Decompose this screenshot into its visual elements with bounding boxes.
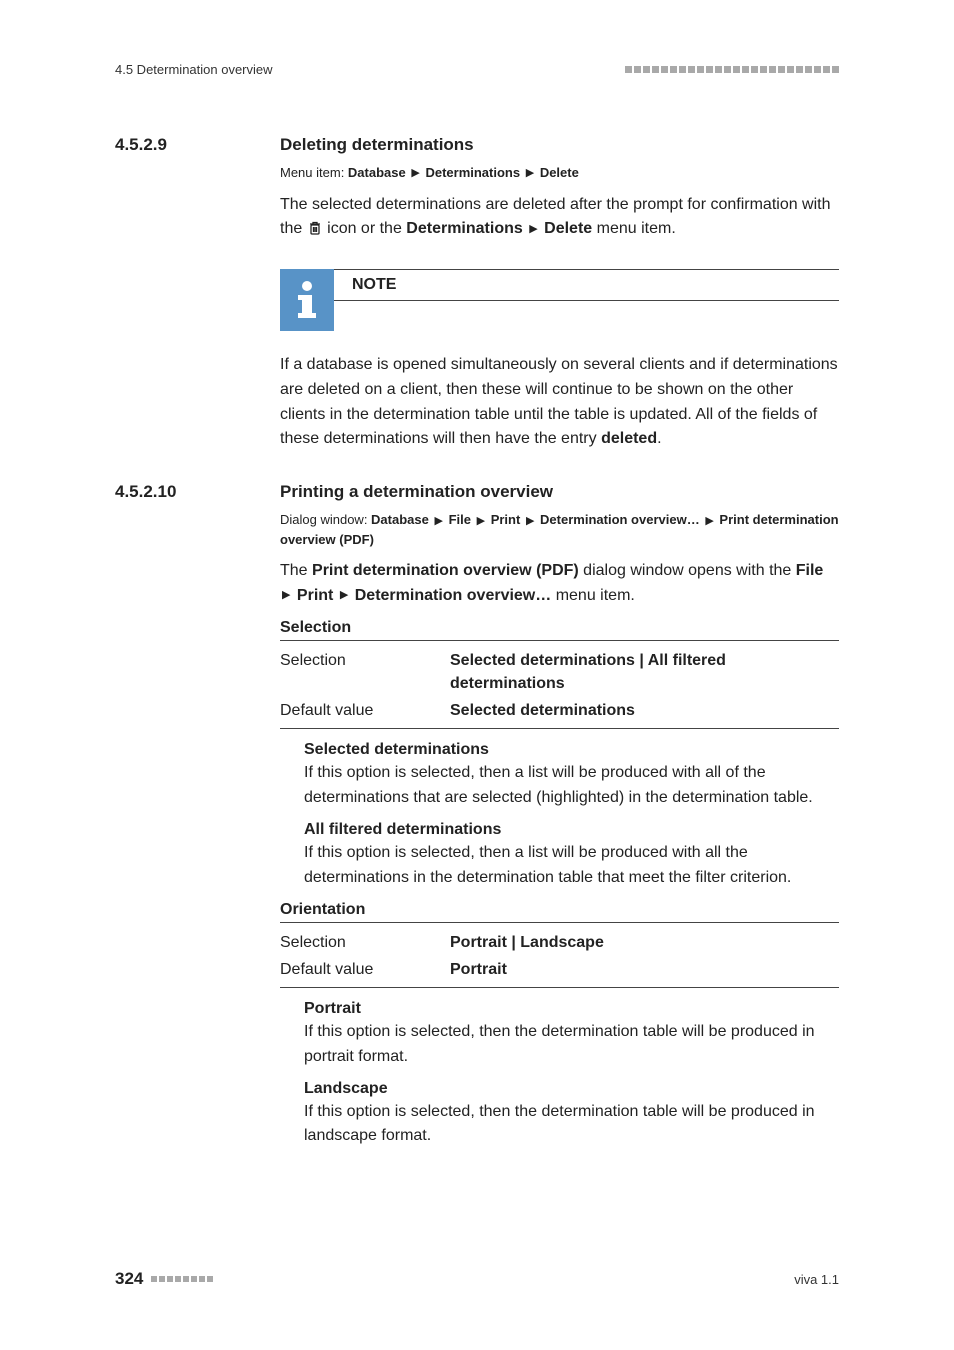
chevron-right-icon: ▶: [527, 223, 539, 235]
definition-table: SelectionSelected determinations | All f…: [280, 647, 839, 730]
option-description: Portrait If this option is selected, then…: [304, 1000, 839, 1070]
section-heading-4529: 4.5.2.9 Deleting determinations: [115, 135, 839, 155]
table-row: Default valuePortrait: [280, 956, 839, 983]
row-value: Portrait: [450, 956, 839, 983]
option-text: If this option is selected, then a list …: [304, 841, 839, 891]
dialog-prefix: Dialog window:: [280, 512, 371, 527]
menu-inline-part: Determinations: [406, 220, 522, 237]
section-number: 4.5.2.9: [115, 135, 280, 155]
text-fragment: dialog window opens with the: [579, 562, 796, 579]
dialog-part: File: [449, 512, 471, 527]
page-number-value: 324: [115, 1269, 143, 1289]
dialog-part: Determination overview…: [540, 512, 700, 527]
footer-product: viva 1.1: [794, 1272, 839, 1287]
chevron-right-icon: ▶: [338, 589, 350, 601]
table-row: Default valueSelected determinations: [280, 697, 839, 724]
header-breadcrumb: 4.5 Determination overview: [115, 62, 273, 77]
option-description: Landscape If this option is selected, the…: [304, 1080, 839, 1150]
text-fragment: If a database is opened simultaneously o…: [280, 356, 838, 447]
section-body-text: The selected determinations are deleted …: [280, 193, 839, 246]
section-4529-content: Menu item: Database ▶ Determinations ▶ D…: [280, 163, 839, 245]
definition-table: SelectionPortrait | LandscapeDefault val…: [280, 929, 839, 988]
section-45210-content: Dialog window: Database ▶ File ▶ Print ▶…: [280, 510, 839, 1149]
page-number: 324: [115, 1269, 213, 1289]
menu-inline-part: Delete: [544, 220, 592, 237]
chevron-right-icon: ▶: [524, 167, 536, 179]
menu-item-path: Menu item: Database ▶ Determinations ▶ D…: [280, 163, 839, 183]
option-description: Selected determinations If this option is…: [304, 741, 839, 811]
option-label: All filtered determinations: [304, 821, 839, 839]
row-value: Selected determinations | All filtered d…: [450, 647, 839, 697]
dialog-part: Print: [491, 512, 521, 527]
section-title: Printing a determination overview: [280, 482, 553, 502]
section-title: Deleting determinations: [280, 135, 474, 155]
text-fragment: menu item.: [592, 220, 676, 237]
option-text: If this option is selected, then the det…: [304, 1020, 839, 1070]
note-body: If a database is opened simultaneously o…: [280, 353, 839, 452]
text-fragment: The: [280, 562, 312, 579]
menu-prefix: Menu item:: [280, 165, 348, 180]
menu-inline-part: Print: [297, 587, 333, 604]
section-number: 4.5.2.10: [115, 482, 280, 502]
note-callout: NOTE If a database is opened simultaneou…: [280, 263, 839, 452]
chevron-right-icon: ▶: [475, 515, 487, 527]
table-row: SelectionPortrait | Landscape: [280, 929, 839, 956]
option-text: If this option is selected, then the det…: [304, 1100, 839, 1150]
table-row: SelectionSelected determinations | All f…: [280, 647, 839, 697]
footer-decor-squares: [151, 1276, 213, 1282]
dialog-path: Dialog window: Database ▶ File ▶ Print ▶…: [280, 510, 839, 549]
info-icon: [280, 269, 334, 331]
row-key: Default value: [280, 956, 450, 983]
chevron-right-icon: ▶: [409, 167, 421, 179]
option-label: Landscape: [304, 1080, 839, 1098]
text-fragment: icon or the: [323, 220, 407, 237]
section-body-text: The Print determination overview (PDF) d…: [280, 559, 839, 609]
row-value: Portrait | Landscape: [450, 929, 839, 956]
text-bold: Print determination overview (PDF): [312, 562, 579, 579]
text-bold: deleted: [601, 430, 657, 447]
chevron-right-icon: ▶: [703, 515, 715, 527]
text-fragment: .: [657, 430, 661, 447]
note-title: NOTE: [352, 276, 839, 294]
row-value: Selected determinations: [450, 697, 839, 724]
menu-part: Database: [348, 165, 406, 180]
field-group-heading: Orientation: [280, 901, 839, 923]
menu-inline-part: File: [796, 562, 824, 579]
chevron-right-icon: ▶: [524, 515, 536, 527]
option-description: All filtered determinations If this optio…: [304, 821, 839, 891]
field-group-heading: Selection: [280, 619, 839, 641]
page-footer: 324 viva 1.1: [115, 1269, 839, 1289]
option-label: Selected determinations: [304, 741, 839, 759]
row-key: Selection: [280, 929, 450, 956]
row-key: Selection: [280, 647, 450, 697]
text-fragment: menu item.: [551, 587, 635, 604]
page-header: 4.5 Determination overview: [115, 62, 839, 77]
option-label: Portrait: [304, 1000, 839, 1018]
row-key: Default value: [280, 697, 450, 724]
header-decor-squares: [625, 66, 839, 73]
menu-part: Delete: [540, 165, 579, 180]
trash-icon: [307, 220, 323, 245]
menu-inline-part: Determination overview…: [355, 587, 552, 604]
section-heading-45210: 4.5.2.10 Printing a determination overvi…: [115, 482, 839, 502]
chevron-right-icon: ▶: [432, 515, 444, 527]
dialog-part: Database: [371, 512, 429, 527]
chevron-right-icon: ▶: [280, 589, 292, 601]
menu-part: Determinations: [425, 165, 520, 180]
option-text: If this option is selected, then a list …: [304, 761, 839, 811]
